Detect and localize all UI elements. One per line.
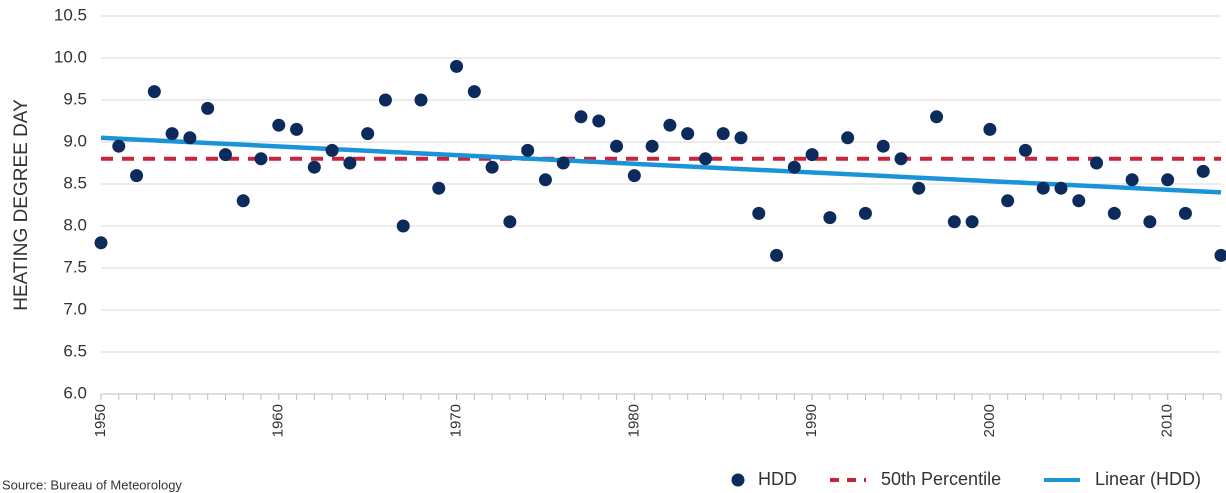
y-tick-label: 9.0 [63,131,87,150]
hdd-point [1072,194,1086,208]
hdd-point [1001,194,1015,208]
hdd-point [1196,164,1210,178]
hdd-point [716,127,730,141]
hdd-point [467,85,481,99]
hdd-point [521,143,535,157]
hdd-point [823,211,837,225]
y-tick-label: 7.0 [63,299,87,318]
y-tick-label: 6.0 [63,383,87,402]
hdd-point [610,139,624,153]
hdd-point [770,248,784,262]
hdd-point [858,206,872,220]
legend-symbol [731,473,745,487]
hdd-point [290,122,304,136]
hdd-point [432,181,446,195]
hdd-point [236,194,250,208]
hdd-point [574,110,588,124]
hdd-point [1018,143,1032,157]
hdd-point [307,160,321,174]
hdd-point [556,156,570,170]
hdd-point [947,215,961,229]
y-tick-label: 10.5 [54,5,87,24]
hdd-point [165,127,179,141]
y-tick-label: 8.0 [63,215,87,234]
y-axis-label: HEATING DEGREE DAY [11,99,32,311]
hdd-point [538,173,552,187]
hdd-point [698,152,712,166]
y-tick-label: 9.5 [63,89,87,108]
hdd-point [361,127,375,141]
x-tick-label: 2010 [1159,404,1176,437]
hdd-point [1178,206,1192,220]
hdd-point [183,131,197,145]
hdd-point [876,139,890,153]
hdd-point [663,118,677,132]
hdd-point [627,169,641,183]
hdd-point [1054,181,1068,195]
x-tick-label: 2000 [981,404,998,437]
hdd-point [378,93,392,107]
hdd-point [450,59,464,73]
x-tick-label: 1980 [625,404,642,437]
hdd-point [912,181,926,195]
hdd-point [396,219,410,233]
legend-label: HDD [758,469,797,489]
hdd-point [272,118,286,132]
hdd-point [343,156,357,170]
hdd-point [930,110,944,124]
hdd-point [218,148,232,162]
hdd-point [1143,215,1157,229]
hdd-point [201,101,215,115]
x-tick-label: 1950 [92,404,109,437]
y-tick-label: 6.5 [63,341,87,360]
source: Source: Bureau of Meteorology [2,477,182,492]
hdd-point [592,114,606,128]
y-tick-label: 7.5 [63,257,87,276]
hdd-point [752,206,766,220]
x-tick-label: 1970 [448,404,465,437]
hdd-point [130,169,144,183]
hdd-point [805,148,819,162]
hdd-point [1214,248,1226,262]
y-tick-label: 8.5 [63,173,87,192]
hdd-point [503,215,517,229]
hdd-point [681,127,695,141]
x-tick-label: 1960 [270,404,287,437]
hdd-point [1161,173,1175,187]
hdd-point [94,236,108,250]
hdd-point [965,215,979,229]
hdd-point [894,152,908,166]
hdd-point [734,131,748,145]
hdd-point [1090,156,1104,170]
legend-label: 50th Percentile [881,469,1001,489]
hdd-point [147,85,161,99]
hdd-point [787,160,801,174]
hdd-point [1036,181,1050,195]
hdd-point [983,122,997,136]
hdd-point [485,160,499,174]
hdd-point [112,139,126,153]
hdd-point [841,131,855,145]
series-line [100,135,1222,195]
y-tick-label: 10.0 [54,47,87,66]
hdd-point [1107,206,1121,220]
hdd-point [254,152,268,166]
hdd-point [414,93,428,107]
hdd-point [325,143,339,157]
hdd-point [645,139,659,153]
hdd-point [1125,173,1139,187]
legend-label: Linear (HDD) [1095,469,1201,489]
x-tick-label: 1990 [803,404,820,437]
